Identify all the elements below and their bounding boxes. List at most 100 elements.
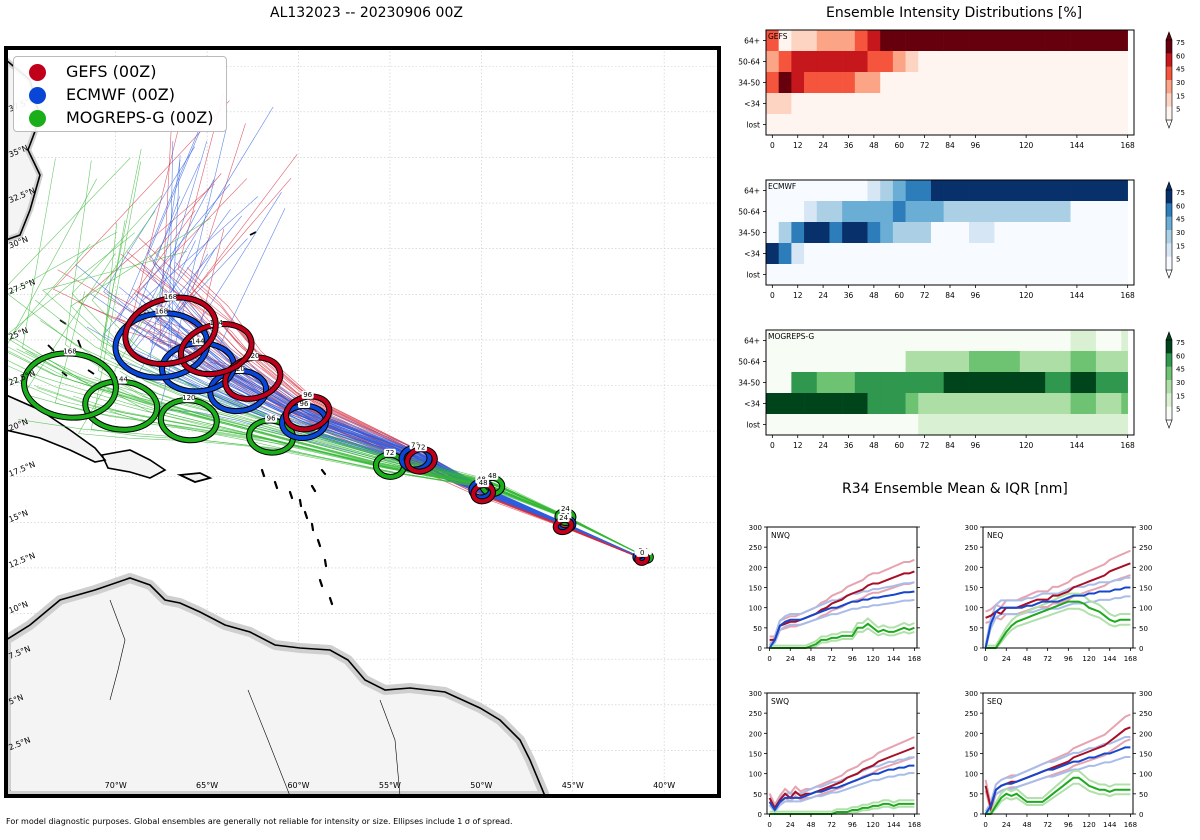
heatmap-cell xyxy=(854,180,868,202)
heatmap-cell xyxy=(892,114,906,136)
lon-tick-label: 70°W xyxy=(105,781,127,790)
heatmap-cell xyxy=(804,264,818,286)
heatmap-cell xyxy=(918,114,932,136)
heatmap-cell xyxy=(791,114,805,136)
r34-x-tick: 120 xyxy=(866,821,879,829)
ellipse-label-bg xyxy=(477,479,490,488)
heatmap-cell xyxy=(1121,114,1128,136)
heatmap-panel-gefs: GEFS 64+ 50-64 34-50 <34 lost 0 12 24 36 48 60 72 84 9… xyxy=(738,29,1185,150)
ellipse-tau-label: 0 xyxy=(640,549,644,557)
heatmap-cell xyxy=(816,51,830,73)
r34-iqr-line xyxy=(985,592,1131,647)
heatmap-cell xyxy=(918,264,932,286)
r34-panel-nwq: NWQ 0 50 100 150 200 250 300 0 24 48 72 96 120 144 168 xyxy=(749,524,921,663)
heatmap-cell xyxy=(892,72,906,94)
r34-iqr-line xyxy=(769,581,915,644)
r34-y-tick-right: 250 xyxy=(1139,710,1152,718)
heatmap-cell xyxy=(867,114,881,136)
ellipse-tau-label: 120 xyxy=(231,365,244,373)
heatmap-x-tick: 96 xyxy=(971,291,981,300)
heatmap-cell xyxy=(1121,264,1128,286)
r34-iqr-line xyxy=(769,617,915,647)
heatmap-cell xyxy=(892,351,906,373)
heatmap-cell xyxy=(842,414,856,436)
heatmap-cell xyxy=(892,414,906,436)
heatmap-cell xyxy=(778,351,792,373)
heatmap-cell xyxy=(918,93,932,115)
heatmap-cell xyxy=(791,330,805,352)
r34-y-tick: 150 xyxy=(965,585,978,593)
heatmap-cell xyxy=(842,330,856,352)
heatmap-cell xyxy=(918,243,932,265)
r34-mean-line xyxy=(768,764,915,812)
heatmap-cell xyxy=(867,393,881,415)
lon-tick-label: 65°W xyxy=(196,781,218,790)
heatmap-x-tick: 168 xyxy=(1120,141,1135,150)
heatmap-x-tick: 48 xyxy=(869,291,879,300)
r34-y-tick: 50 xyxy=(969,791,978,799)
r34-y-tick: 0 xyxy=(974,811,978,819)
colorbar-segment xyxy=(1166,406,1172,421)
heatmap-cell xyxy=(854,201,868,223)
r34-y-tick-right: 250 xyxy=(1139,544,1152,552)
heatmap-cell xyxy=(943,114,970,136)
heatmap-cell xyxy=(1045,393,1071,415)
colorbar-tick: 30 xyxy=(1176,379,1185,387)
heatmap-x-tick: 84 xyxy=(945,441,955,450)
heatmap-cell xyxy=(1095,180,1122,202)
heatmap-cell xyxy=(1070,264,1097,286)
r34-y-tick: 100 xyxy=(965,605,978,613)
heatmap-cell xyxy=(829,372,843,394)
heatmap-cell xyxy=(1095,51,1122,73)
heatmap-row-label: 64+ xyxy=(744,37,760,46)
heatmap-cell xyxy=(905,372,919,394)
colorbar-tick: 5 xyxy=(1176,256,1180,264)
ellipse-label-bg xyxy=(301,390,314,399)
mogreps-marker-icon xyxy=(29,110,46,127)
heatmap-cell xyxy=(867,201,881,223)
colorbar-tick: 45 xyxy=(1176,66,1185,74)
heatmap-cell xyxy=(930,264,944,286)
heatmap-cell xyxy=(880,330,894,352)
heatmap-cell xyxy=(1045,264,1071,286)
heatmap-cell xyxy=(930,222,944,244)
colorbar-tick: 60 xyxy=(1176,352,1185,360)
heatmap-row-label: lost xyxy=(746,421,760,430)
heatmap-cell xyxy=(854,222,868,244)
heatmap-cell xyxy=(930,351,944,373)
heatmap-cell xyxy=(969,414,995,436)
r34-x-tick: 120 xyxy=(1082,821,1095,829)
r34-x-tick: 48 xyxy=(807,821,816,829)
ellipse-tau-label: 48 xyxy=(479,479,488,487)
colorbar-tick: 30 xyxy=(1176,229,1185,237)
heatmap-cell xyxy=(1095,72,1122,94)
r34-x-tick: 120 xyxy=(866,655,879,663)
heatmap-cell xyxy=(867,264,881,286)
heatmap-cell xyxy=(892,51,906,73)
heatmap-cell xyxy=(1121,330,1128,352)
heatmap-cell xyxy=(1019,414,1046,436)
heatmap-cell xyxy=(930,114,944,136)
r34-y-tick-right: 0 xyxy=(1139,645,1143,653)
heatmap-cell xyxy=(905,330,919,352)
heatmap-cell xyxy=(778,93,792,115)
heatmap-cell xyxy=(778,372,792,394)
r34-x-tick: 24 xyxy=(1002,655,1011,663)
heatmap-x-tick: 12 xyxy=(793,441,803,450)
heatmap-cell xyxy=(791,201,805,223)
heatmap-cell xyxy=(816,243,830,265)
heatmap-cell xyxy=(829,414,843,436)
heatmap-cell xyxy=(791,30,805,52)
heatmap-cell xyxy=(804,114,818,136)
r34-y-tick: 200 xyxy=(749,730,762,738)
heatmap-cell xyxy=(1095,201,1122,223)
heatmap-cell xyxy=(1045,114,1071,136)
ellipse-label-bg xyxy=(155,307,168,316)
legend-item-ecmwf: ECMWF (00Z) xyxy=(24,84,224,106)
r34-y-tick: 0 xyxy=(758,811,762,819)
r34-x-tick: 0 xyxy=(767,655,771,663)
heatmap-cell xyxy=(867,222,881,244)
heatmap-cell xyxy=(930,414,944,436)
heatmap-cell xyxy=(918,30,932,52)
ellipse-label-bg xyxy=(557,513,570,522)
